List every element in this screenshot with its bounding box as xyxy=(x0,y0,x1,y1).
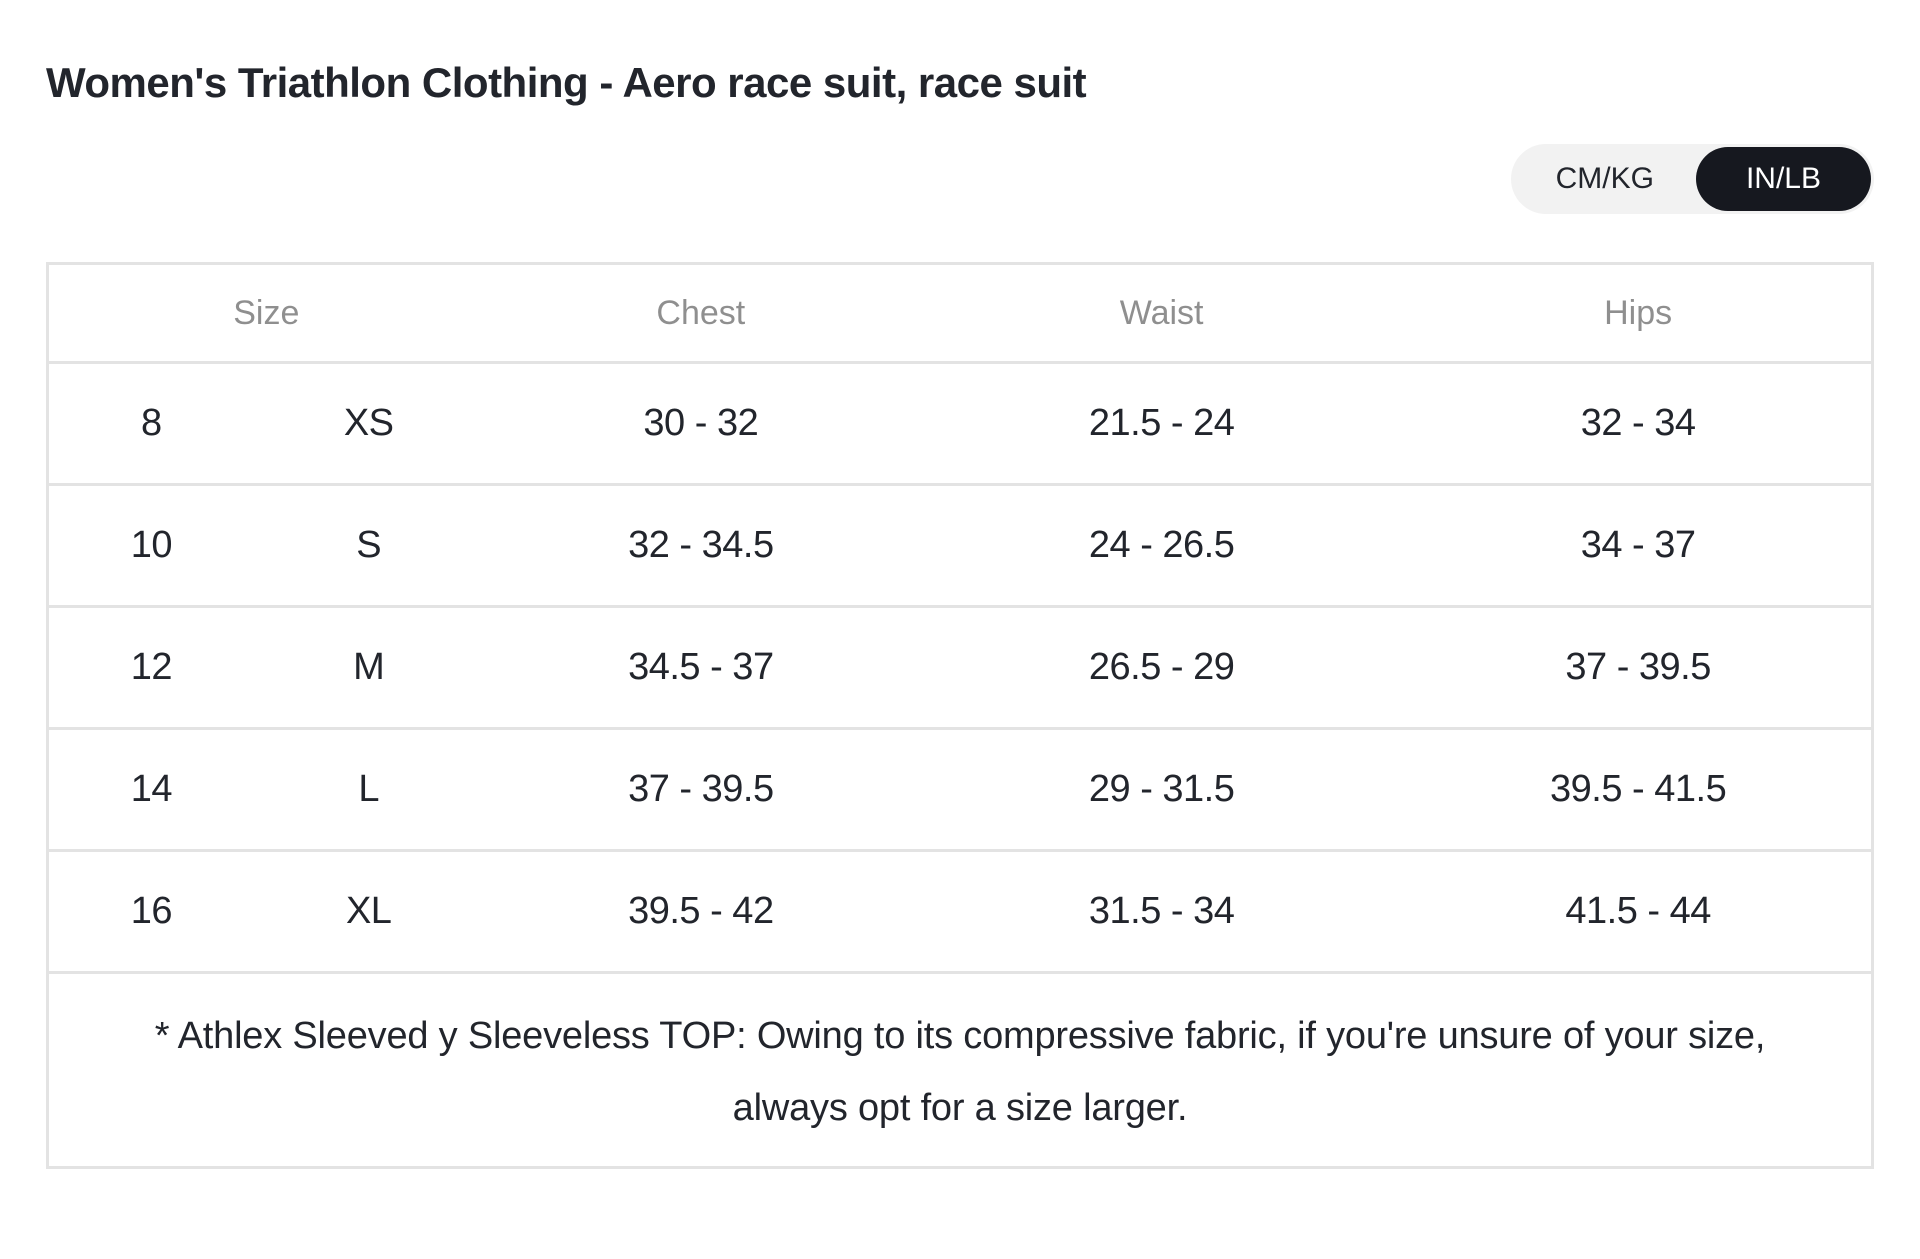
column-header-chest: Chest xyxy=(656,293,746,332)
size-number-cell: 10 xyxy=(130,524,173,566)
column-header-size: Size xyxy=(233,293,300,332)
footnote-row: * Athlex Sleeved y Sleeveless TOP: Owing… xyxy=(47,973,1873,1168)
size-letter-cell: M xyxy=(353,646,385,688)
hips-cell: 37 - 39.5 xyxy=(1565,646,1711,688)
size-number-cell: 8 xyxy=(141,402,162,444)
size-number-cell: 16 xyxy=(130,890,173,932)
size-number-cell: 14 xyxy=(130,768,173,810)
waist-cell: 29 - 31.5 xyxy=(1088,768,1235,810)
chest-cell: 32 - 34.5 xyxy=(628,524,774,566)
column-header-hips: Hips xyxy=(1604,293,1673,332)
unit-toggle: CM/KG IN/LB xyxy=(1510,144,1874,214)
size-guide-page: Women's Triathlon Clothing - Aero race s… xyxy=(46,59,1874,1169)
unit-toggle-row: CM/KG IN/LB xyxy=(46,144,1874,214)
chest-cell: 37 - 39.5 xyxy=(628,768,774,810)
hips-cell: 32 - 34 xyxy=(1580,402,1696,444)
size-letter-cell: XL xyxy=(345,890,392,932)
hips-cell: 34 - 37 xyxy=(1580,524,1696,566)
hips-cell: 39.5 - 41.5 xyxy=(1550,768,1727,810)
size-advice-footnote: * Athlex Sleeved y Sleeveless TOP: Owing… xyxy=(154,1015,1766,1129)
column-header-waist: Waist xyxy=(1119,293,1204,332)
chest-cell: 39.5 - 42 xyxy=(628,890,774,932)
table-row: 14 L 37 - 39.5 29 - 31.5 39.5 - 41.5 xyxy=(47,729,1873,851)
toggle-option-cm-kg[interactable]: CM/KG xyxy=(1514,147,1696,211)
table-row: 12 M 34.5 - 37 26.5 - 29 37 - 39.5 xyxy=(47,607,1873,729)
size-number-cell: 12 xyxy=(130,646,173,688)
size-letter-cell: XS xyxy=(343,402,394,444)
table-row: 8 XS 30 - 32 21.5 - 24 32 - 34 xyxy=(47,363,1873,485)
table-row: 16 XL 39.5 - 42 31.5 - 34 41.5 - 44 xyxy=(47,851,1873,973)
chest-cell: 34.5 - 37 xyxy=(628,646,774,688)
size-chart-table: Size Chest Waist Hips 8 XS 30 - 32 21.5 … xyxy=(46,262,1874,1169)
table-header-row: Size Chest Waist Hips xyxy=(47,264,1873,363)
chest-cell: 30 - 32 xyxy=(643,402,759,444)
page-title: Women's Triathlon Clothing - Aero race s… xyxy=(46,59,1087,106)
toggle-option-in-lb[interactable]: IN/LB xyxy=(1695,147,1871,211)
table-row: 10 S 32 - 34.5 24 - 26.5 34 - 37 xyxy=(47,485,1873,607)
size-letter-cell: S xyxy=(356,524,382,566)
waist-cell: 21.5 - 24 xyxy=(1088,402,1235,444)
size-letter-cell: L xyxy=(358,768,379,810)
waist-cell: 31.5 - 34 xyxy=(1088,890,1235,932)
hips-cell: 41.5 - 44 xyxy=(1565,890,1711,932)
waist-cell: 24 - 26.5 xyxy=(1088,524,1235,566)
waist-cell: 26.5 - 29 xyxy=(1088,646,1235,688)
